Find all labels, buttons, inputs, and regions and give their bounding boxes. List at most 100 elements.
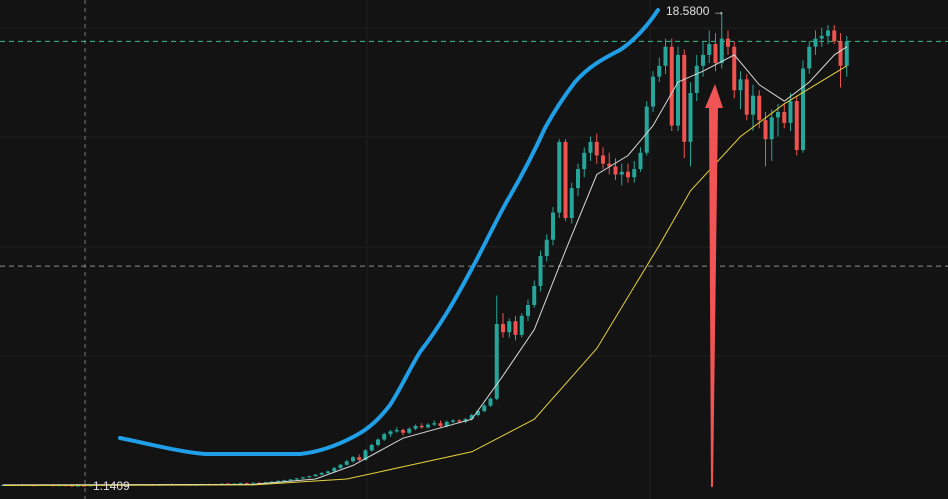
candle-body <box>238 483 243 485</box>
candle-body <box>494 324 499 399</box>
candle-body <box>344 461 349 465</box>
candle-body <box>257 482 262 484</box>
candle-body <box>469 415 474 420</box>
candle-body <box>251 482 255 484</box>
candle-body <box>507 321 512 333</box>
candle-body <box>713 44 718 64</box>
candle-body <box>519 315 524 335</box>
candle-body <box>413 425 418 429</box>
candle-body <box>676 54 680 126</box>
candle-body <box>744 79 749 115</box>
red-arrow <box>705 84 723 487</box>
candle-body <box>832 30 837 42</box>
candle-body <box>738 79 743 91</box>
candle-body <box>588 141 593 153</box>
candle-body <box>501 324 505 333</box>
candle-body <box>269 481 274 483</box>
candle-body <box>476 411 480 416</box>
candle-body <box>401 430 405 433</box>
candle-body <box>294 478 299 480</box>
candle-body <box>244 483 249 485</box>
candle-body <box>844 41 849 66</box>
candle-body <box>838 41 843 66</box>
candle-body <box>376 439 380 445</box>
candle-body <box>569 188 574 219</box>
candle-body <box>726 38 730 47</box>
candle-body <box>801 68 805 151</box>
high-label: 18.5800 → <box>666 4 725 18</box>
candle-body <box>657 65 662 77</box>
candle-body <box>394 430 399 432</box>
candle-body <box>576 169 580 189</box>
candle-body <box>332 468 337 472</box>
candle-body <box>432 423 437 425</box>
candle-body <box>419 425 424 428</box>
candle-body <box>538 256 543 286</box>
candle-body <box>82 485 87 487</box>
candle-body <box>357 457 362 460</box>
candle-body <box>263 482 268 484</box>
candle-body <box>719 38 724 64</box>
candle-body <box>532 285 537 305</box>
candle-body <box>782 111 787 123</box>
candle-body <box>307 476 312 478</box>
candle-body <box>826 30 830 36</box>
hand-drawn-curve <box>118 8 660 456</box>
candle-body <box>276 480 280 482</box>
candle-body <box>813 38 818 47</box>
candle-body <box>819 35 824 39</box>
candle-body <box>338 464 343 469</box>
candle-body <box>444 421 449 426</box>
candle-body <box>69 485 74 487</box>
candle-body <box>319 472 324 475</box>
candle-body <box>619 171 624 175</box>
candle-body <box>594 141 599 156</box>
candle-body <box>732 46 737 91</box>
candle-body <box>288 479 293 481</box>
candle-body <box>707 44 712 55</box>
candle-body <box>526 304 530 316</box>
candle-body <box>694 65 699 93</box>
candle-body <box>776 111 780 118</box>
candle-body <box>426 424 430 428</box>
candle-body <box>663 46 668 66</box>
moving-average <box>2 46 848 486</box>
moving-average <box>2 65 848 486</box>
candle-body <box>638 152 643 170</box>
candle-body <box>301 477 305 479</box>
candle-body <box>551 212 555 240</box>
candle-body <box>626 171 630 178</box>
candle-body <box>651 76 655 107</box>
candle-body <box>76 485 80 487</box>
candle-body <box>351 457 355 462</box>
candle-body <box>701 54 705 66</box>
candle-body <box>282 480 287 482</box>
candle-body <box>769 117 774 140</box>
candle-body <box>582 152 587 170</box>
candle-body <box>682 54 687 142</box>
candle-body <box>751 95 755 115</box>
candle-body <box>488 398 493 406</box>
candle-body <box>451 420 455 422</box>
candle-body <box>669 46 674 126</box>
candle-body <box>407 428 412 433</box>
candle-body <box>563 141 568 219</box>
low-label: 1.1409 <box>93 479 130 493</box>
candle-body <box>763 120 768 140</box>
candle-body <box>326 471 330 473</box>
candle-body <box>644 106 649 153</box>
candle-body <box>482 405 487 412</box>
candle-body <box>601 155 605 164</box>
candle-body <box>369 444 374 451</box>
candle-body <box>757 95 762 121</box>
candle-body <box>788 101 793 123</box>
candle-body <box>438 423 443 426</box>
candle-body <box>382 434 387 440</box>
candle-body <box>513 321 518 335</box>
candle-body <box>388 431 393 435</box>
candle-body <box>688 92 693 142</box>
candle-body <box>613 166 618 175</box>
